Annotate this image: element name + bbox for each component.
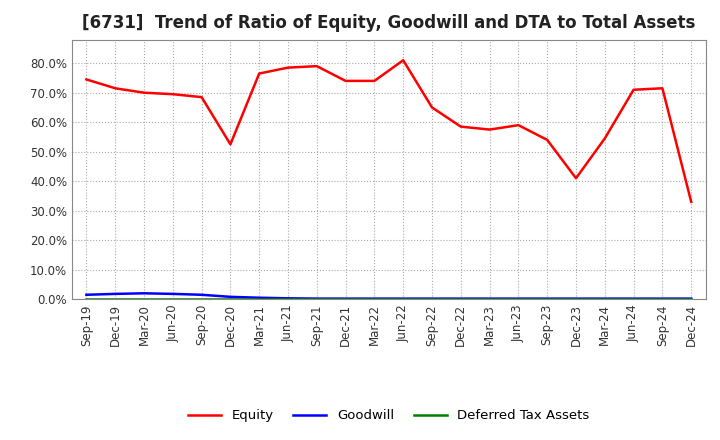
Equity [456,124,465,129]
Deferred Tax Assets [111,297,120,302]
Equity [111,86,120,91]
Goodwill [197,292,206,297]
Equity [687,199,696,205]
Goodwill [485,296,494,301]
Line: Equity: Equity [86,60,691,202]
Goodwill [284,296,292,301]
Deferred Tax Assets [600,297,609,302]
Equity [284,65,292,70]
Equity [572,176,580,181]
Deferred Tax Assets [514,297,523,302]
Goodwill [140,291,148,296]
Equity [600,136,609,141]
Goodwill [514,296,523,301]
Deferred Tax Assets [399,297,408,302]
Deferred Tax Assets [485,297,494,302]
Deferred Tax Assets [428,297,436,302]
Goodwill [687,296,696,301]
Goodwill [658,296,667,301]
Deferred Tax Assets [226,297,235,302]
Deferred Tax Assets [255,297,264,302]
Goodwill [572,296,580,301]
Goodwill [629,296,638,301]
Equity [226,142,235,147]
Equity [341,78,350,84]
Deferred Tax Assets [284,297,292,302]
Goodwill [370,296,379,301]
Equity [428,105,436,110]
Goodwill [543,296,552,301]
Equity [168,92,177,97]
Equity [370,78,379,84]
Deferred Tax Assets [82,297,91,302]
Goodwill [168,291,177,297]
Equity [543,137,552,143]
Goodwill [341,296,350,301]
Equity [140,90,148,95]
Equity [514,122,523,128]
Equity [629,87,638,92]
Goodwill [82,292,91,297]
Equity [485,127,494,132]
Deferred Tax Assets [370,297,379,302]
Deferred Tax Assets [197,297,206,302]
Goodwill [312,296,321,301]
Equity [255,71,264,76]
Deferred Tax Assets [658,297,667,302]
Deferred Tax Assets [168,297,177,302]
Deferred Tax Assets [572,297,580,302]
Equity [399,58,408,63]
Goodwill [399,296,408,301]
Line: Goodwill: Goodwill [86,293,691,299]
Goodwill [600,296,609,301]
Title: [6731]  Trend of Ratio of Equity, Goodwill and DTA to Total Assets: [6731] Trend of Ratio of Equity, Goodwil… [82,15,696,33]
Equity [197,95,206,100]
Deferred Tax Assets [456,297,465,302]
Deferred Tax Assets [543,297,552,302]
Goodwill [226,294,235,300]
Deferred Tax Assets [140,297,148,302]
Legend: Equity, Goodwill, Deferred Tax Assets: Equity, Goodwill, Deferred Tax Assets [183,404,595,428]
Deferred Tax Assets [341,297,350,302]
Goodwill [428,296,436,301]
Deferred Tax Assets [629,297,638,302]
Equity [658,86,667,91]
Goodwill [111,291,120,297]
Goodwill [456,296,465,301]
Deferred Tax Assets [687,297,696,302]
Equity [312,63,321,69]
Equity [82,77,91,82]
Deferred Tax Assets [312,297,321,302]
Goodwill [255,295,264,301]
